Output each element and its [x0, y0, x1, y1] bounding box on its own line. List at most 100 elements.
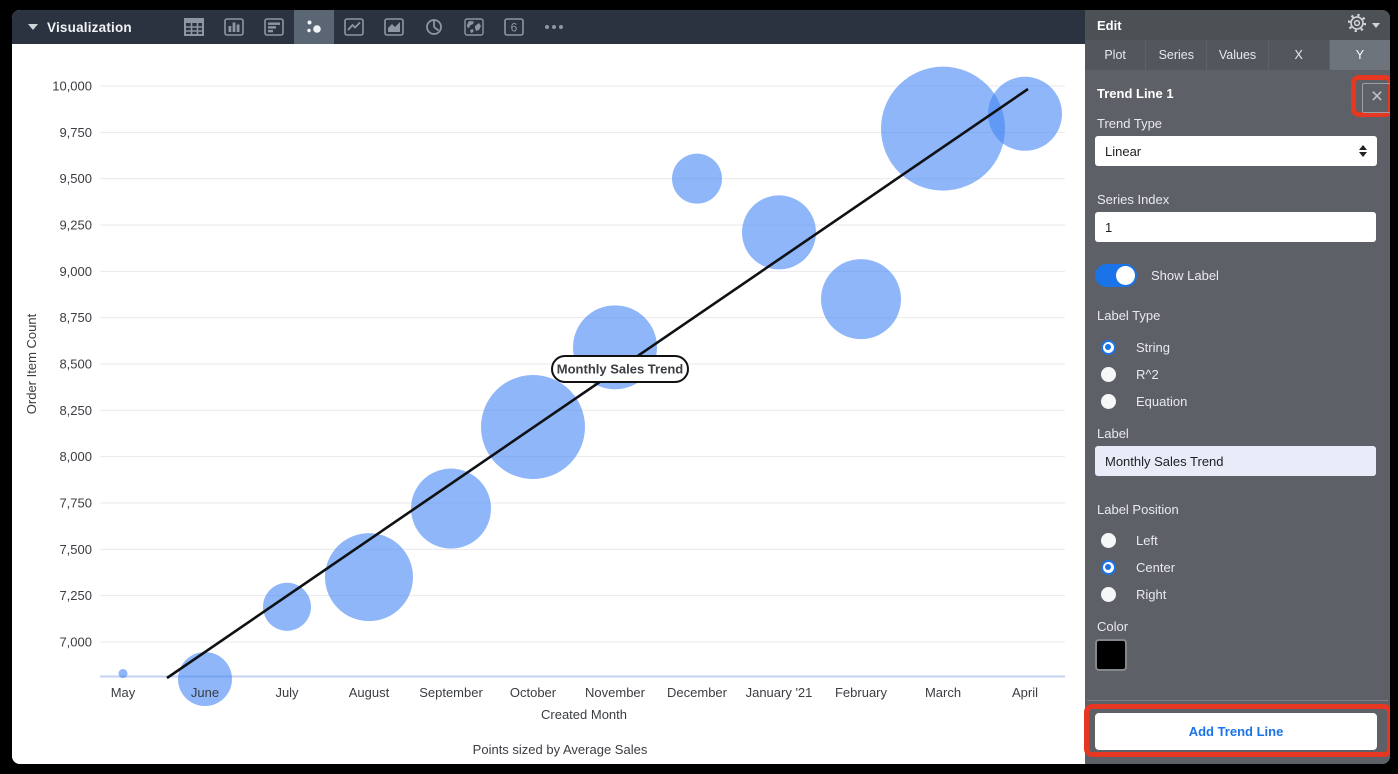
radio-label: Right: [1136, 586, 1167, 602]
show-label-toggle[interactable]: [1095, 264, 1137, 287]
y-tick-label: 8,500: [59, 356, 92, 371]
line-chart-icon[interactable]: [334, 10, 374, 44]
radio-center[interactable]: Center: [1085, 559, 1390, 575]
label-type-radios: String R^2 Equation: [1085, 339, 1390, 420]
gear-caret-icon[interactable]: [1372, 22, 1380, 28]
bubble[interactable]: [881, 66, 1005, 191]
table-chart-icon[interactable]: [174, 10, 214, 44]
add-trend-line-button[interactable]: Add Trend Line: [1095, 713, 1377, 750]
edit-panel-title: Edit: [1097, 17, 1122, 33]
highlight-box-add-button: [1084, 704, 1390, 757]
y-tick-label: 9,000: [59, 264, 92, 279]
radio-string[interactable]: String: [1085, 339, 1390, 355]
x-tick-label: August: [349, 685, 390, 700]
single-value-icon[interactable]: 6: [494, 10, 534, 44]
radio-icon[interactable]: [1101, 339, 1116, 355]
bubble[interactable]: [118, 669, 128, 679]
tab-series[interactable]: Series: [1146, 40, 1208, 70]
x-axis-title: Created Month: [541, 707, 627, 722]
pie-chart-icon[interactable]: [414, 10, 454, 44]
scatter-chart-icon[interactable]: [293, 10, 334, 44]
edit-panel-header: Edit: [1085, 10, 1390, 40]
show-label-row: Show Label: [1095, 264, 1219, 287]
radio-label: Left: [1136, 532, 1158, 548]
radio-label: String: [1136, 339, 1170, 355]
trend-line: [166, 87, 1029, 680]
bubble[interactable]: [672, 153, 722, 204]
color-swatch[interactable]: [1095, 639, 1127, 671]
x-tick-label: July: [275, 685, 299, 700]
x-tick-label: May: [111, 685, 136, 700]
tab-plot[interactable]: Plot: [1085, 40, 1147, 70]
bubble[interactable]: [263, 582, 311, 631]
color-label: Color: [1097, 619, 1129, 634]
bubble[interactable]: [411, 468, 491, 549]
collapse-caret-icon[interactable]: [28, 24, 38, 30]
label-position-radios: Left Center Right: [1085, 532, 1390, 613]
map-chart-icon[interactable]: [454, 10, 494, 44]
series-index-label: Series Index: [1097, 192, 1170, 207]
radio-label: Center: [1136, 559, 1176, 575]
y-tick-label: 9,250: [59, 217, 92, 232]
visualization-toolbar: Visualization: [12, 10, 1085, 44]
toolbar-title: Visualization: [47, 19, 132, 35]
y-tick-label: 8,250: [59, 403, 92, 418]
app-window: Visualization: [12, 10, 1390, 764]
close-trend-line-button[interactable]: ×: [1362, 83, 1390, 113]
label-field-label: Label: [1097, 426, 1129, 441]
chart-type-strip: 6: [174, 10, 574, 44]
tab-x[interactable]: X: [1269, 40, 1330, 70]
trend-type-select[interactable]: Linear: [1095, 136, 1377, 166]
y-tick-label: 7,500: [59, 542, 92, 557]
radio-right[interactable]: Right: [1085, 586, 1390, 602]
bar-chart-icon[interactable]: [214, 10, 254, 44]
y-tick-label: 10,000: [52, 79, 92, 94]
radio-icon[interactable]: [1101, 559, 1116, 575]
bubble-chart-svg[interactable]: 7,000 7,250 7,500 7,750 8,000 8,250 8,500 8,750…: [12, 44, 1085, 764]
y-tick-label: 9,500: [59, 171, 92, 186]
gear-icon[interactable]: [1347, 13, 1367, 37]
x-tick-label: March: [925, 685, 961, 700]
x-tick-label: October: [510, 685, 557, 700]
series-index-input[interactable]: [1095, 212, 1376, 242]
tab-y[interactable]: Y: [1329, 40, 1390, 70]
y-tick-label: 9,750: [59, 125, 92, 140]
edit-panel: Edit Plot Series Values X Y Trend Line 1 × T…: [1084, 10, 1390, 764]
show-label-text: Show Label: [1151, 268, 1219, 283]
radio-icon[interactable]: [1101, 366, 1116, 382]
svg-text:6: 6: [511, 21, 518, 35]
label-type-label: Label Type: [1097, 308, 1161, 323]
more-options-icon[interactable]: [534, 10, 574, 44]
panel-divider: [1087, 700, 1388, 701]
trend-label-pill: [551, 355, 689, 383]
trend-line-title: Trend Line 1: [1097, 86, 1174, 101]
y-tick-label: 7,000: [59, 634, 92, 649]
radio-icon[interactable]: [1101, 586, 1116, 602]
bubble[interactable]: [325, 533, 413, 622]
radio-icon[interactable]: [1101, 393, 1116, 409]
radio-label: R^2: [1136, 366, 1159, 382]
area-chart-icon[interactable]: [374, 10, 414, 44]
bubble[interactable]: [821, 259, 901, 340]
bubble[interactable]: [742, 195, 816, 270]
y-tick-label: 7,250: [59, 588, 92, 603]
bubble[interactable]: [178, 652, 232, 707]
x-tick-label: February: [835, 685, 888, 700]
bubble[interactable]: [988, 76, 1062, 151]
trend-label-input[interactable]: [1095, 446, 1376, 476]
chart-caption: Points sized by Average Sales: [473, 742, 648, 757]
radio-equation[interactable]: Equation: [1085, 393, 1390, 409]
trend-label-text: Monthly Sales Trend: [557, 362, 683, 377]
x-tick-label: June: [191, 685, 219, 700]
radio-icon[interactable]: [1101, 532, 1116, 548]
edit-panel-tabs: Plot Series Values X Y: [1085, 40, 1390, 70]
trend-line-section: Trend Line 1 × Trend Type Linear Series …: [1084, 70, 1390, 764]
radio-label: Equation: [1136, 393, 1188, 409]
radio-left[interactable]: Left: [1085, 532, 1390, 548]
radio-r-2[interactable]: R^2: [1085, 366, 1390, 382]
y-tick-label: 7,750: [59, 495, 92, 510]
tab-values[interactable]: Values: [1207, 40, 1269, 70]
x-tick-label: December: [667, 685, 728, 700]
bubble-chart: 7,000 7,250 7,500 7,750 8,000 8,250 8,500 8,750…: [12, 44, 1085, 764]
row-chart-icon[interactable]: [254, 10, 294, 44]
